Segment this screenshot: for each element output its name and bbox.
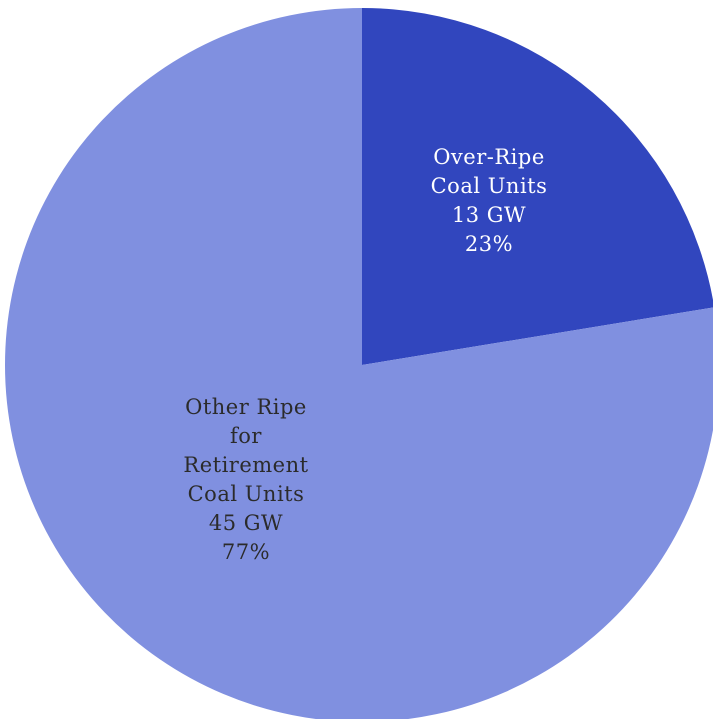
slice-label-line: Other Ripe (185, 395, 307, 419)
slice-label-line: for (230, 424, 262, 448)
slice-label-1: Other Ripe for Retirement Coal Units 45 GW 77… (183, 395, 308, 564)
slice-label-line: 77% (222, 540, 270, 564)
slice-label-line: Coal Units (188, 482, 305, 506)
slice-label-0: Over-Ripe Coal Units 13 GW 23% (431, 145, 548, 256)
pie-slice-1 (5, 8, 713, 719)
pie-slice-0 (362, 8, 713, 365)
slice-label-line: 45 GW (209, 511, 283, 535)
slice-label-line: Coal Units (431, 174, 548, 198)
pie-slices (5, 8, 713, 719)
slice-label-line: 13 GW (452, 203, 526, 227)
pie-labels: Over-Ripe Coal Units 13 GW 23% Other Ripe for… (183, 145, 548, 564)
slice-label-line: Over-Ripe (433, 145, 545, 169)
slice-label-line: Retirement (183, 453, 308, 477)
slice-label-line: 23% (465, 232, 513, 256)
